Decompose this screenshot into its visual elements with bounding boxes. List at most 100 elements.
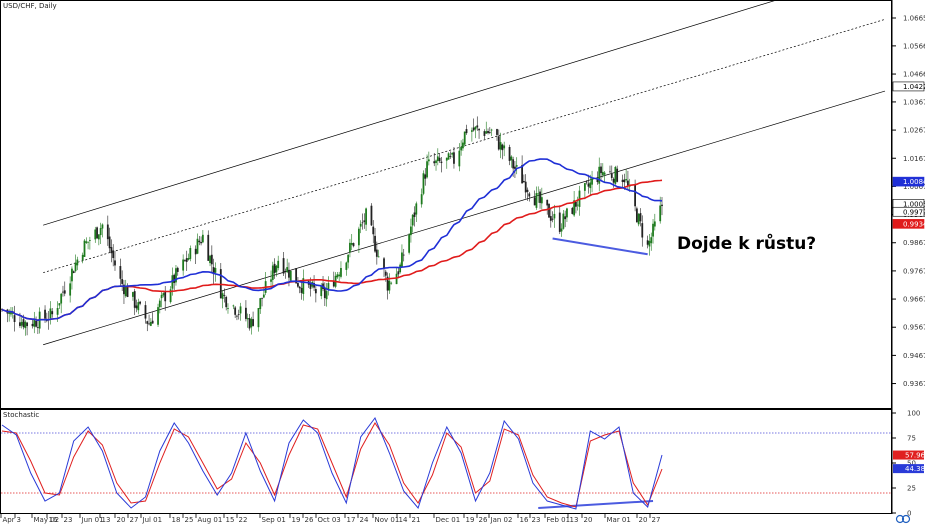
candle-body bbox=[277, 260, 280, 269]
candle-body bbox=[236, 315, 238, 317]
candle-body bbox=[564, 216, 567, 220]
candle-body bbox=[501, 144, 504, 151]
candle-body bbox=[158, 300, 161, 308]
candle-body bbox=[462, 142, 464, 149]
price-tick-label: 0.9767 bbox=[903, 267, 925, 275]
candle-body bbox=[273, 263, 276, 274]
time-tick-label: 21 bbox=[412, 516, 421, 524]
link-icon[interactable] bbox=[895, 514, 911, 524]
candle-body bbox=[463, 131, 466, 145]
candle-body bbox=[603, 172, 606, 175]
candle-body bbox=[96, 227, 98, 239]
candle-body bbox=[600, 166, 602, 174]
candle-body bbox=[383, 258, 385, 269]
candle-body bbox=[445, 157, 448, 161]
candle-body bbox=[234, 307, 237, 315]
candle-body bbox=[623, 179, 626, 183]
candle-body bbox=[540, 197, 543, 204]
candle-body bbox=[609, 171, 611, 173]
candle-body bbox=[314, 289, 317, 294]
candle-body bbox=[573, 200, 576, 216]
candle-body bbox=[245, 307, 247, 319]
candle-body bbox=[458, 150, 461, 167]
candle-body bbox=[372, 226, 375, 235]
candle-body bbox=[365, 208, 367, 225]
stochastic-badge-box bbox=[893, 464, 924, 474]
candle-body bbox=[472, 127, 475, 131]
candle-body bbox=[71, 268, 73, 282]
price-tick-label: 1.0665 bbox=[903, 15, 925, 23]
price-tick-label: 0.9867 bbox=[903, 239, 925, 247]
candle-body bbox=[302, 278, 305, 295]
candle-body bbox=[44, 309, 46, 319]
candle-body bbox=[338, 274, 341, 277]
candle-body bbox=[496, 129, 498, 135]
candle-body bbox=[515, 165, 518, 167]
candle-body bbox=[350, 242, 353, 245]
candle-body bbox=[309, 283, 312, 289]
annotation-text: Dojde k růstu? bbox=[677, 232, 816, 254]
candle-body bbox=[219, 269, 222, 299]
price-divergence-line bbox=[552, 237, 648, 256]
candle-body bbox=[239, 306, 242, 314]
time-tick-label: Nov 01 bbox=[375, 516, 400, 524]
moving-averages bbox=[1, 158, 663, 322]
time-tick-label: Dec 01 bbox=[436, 516, 461, 524]
candle-body bbox=[363, 220, 366, 222]
time-tick-label: 19 bbox=[466, 516, 475, 524]
candle-body bbox=[503, 145, 506, 149]
stochastic-d-line bbox=[1, 422, 663, 508]
candle-body bbox=[123, 284, 125, 295]
candle-body bbox=[62, 291, 64, 293]
candle-body bbox=[512, 159, 515, 169]
candle-body bbox=[201, 234, 204, 243]
candle-body bbox=[553, 213, 556, 219]
candle-body bbox=[336, 274, 339, 278]
price-badge-label: 0.9934 bbox=[903, 220, 925, 228]
stochastic-badge-label: 57.96 bbox=[905, 452, 925, 460]
candle-body bbox=[440, 161, 443, 164]
candle-body bbox=[185, 258, 188, 262]
candle-body bbox=[591, 178, 593, 185]
time-tick-label: 20 bbox=[584, 516, 593, 524]
candle-body bbox=[435, 160, 437, 164]
candle-body bbox=[659, 205, 662, 222]
candle-body bbox=[60, 293, 63, 304]
time-tick-label: 17 bbox=[347, 516, 356, 524]
candle-body bbox=[58, 303, 61, 306]
candle-body bbox=[325, 291, 328, 300]
candle-body bbox=[514, 166, 516, 169]
candle-body bbox=[36, 327, 39, 328]
time-tick-label: Mar 01 bbox=[607, 516, 631, 524]
time-tick-label: 16 bbox=[49, 516, 58, 524]
time-tick-label: 16 bbox=[520, 516, 529, 524]
candle-body bbox=[610, 173, 613, 178]
candle-body bbox=[323, 287, 326, 299]
candle-body bbox=[250, 318, 253, 328]
candle-body bbox=[499, 142, 502, 150]
candle-body bbox=[449, 156, 452, 157]
candle-body bbox=[94, 229, 97, 240]
candle-body bbox=[149, 322, 152, 326]
candle-body bbox=[31, 323, 34, 327]
candle-body bbox=[87, 241, 89, 243]
candle-body bbox=[88, 240, 91, 241]
time-tick-label: Aug 01 bbox=[198, 516, 223, 524]
time-tick-label: 26 bbox=[479, 516, 488, 524]
candle-body bbox=[627, 180, 629, 186]
candle-body bbox=[551, 218, 554, 220]
candle-body bbox=[598, 166, 601, 184]
stochastic-levels bbox=[1, 432, 891, 494]
candle-body bbox=[539, 191, 541, 203]
candle-body bbox=[97, 234, 100, 240]
candle-body bbox=[248, 318, 251, 329]
candle-body bbox=[358, 228, 360, 246]
candle-body bbox=[282, 258, 285, 274]
price-tick-label: 1.0267 bbox=[903, 127, 925, 135]
candle-body bbox=[252, 319, 254, 326]
candle-body bbox=[526, 189, 529, 192]
candle-body bbox=[259, 298, 262, 310]
candle-body bbox=[74, 262, 77, 272]
ma-slow-line bbox=[1, 179, 663, 322]
candle-body bbox=[176, 267, 179, 272]
